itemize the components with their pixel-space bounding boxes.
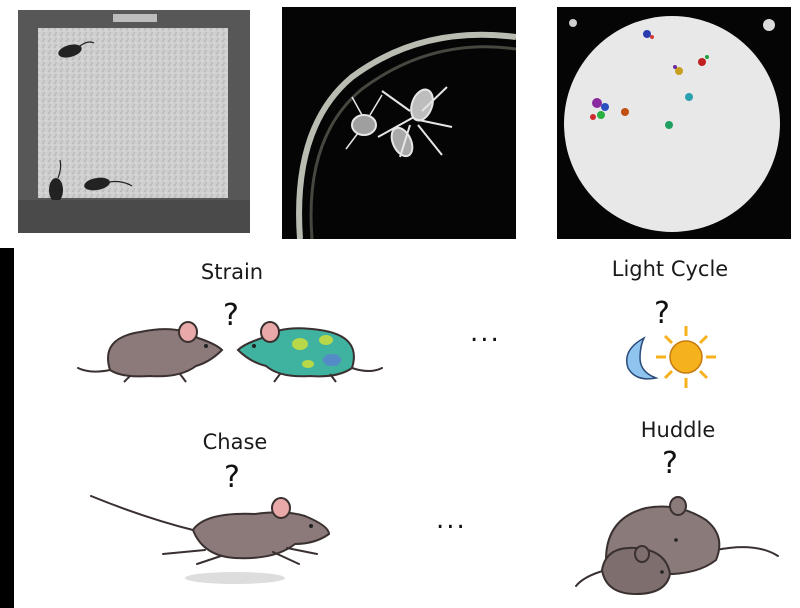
huddle-mice-illustration xyxy=(566,490,786,600)
top-ellipsis: ... xyxy=(470,318,501,348)
chase-label: Chase xyxy=(202,430,268,454)
light-cycle-label: Light Cycle xyxy=(611,257,729,281)
arena-mouse-top xyxy=(58,41,95,58)
strain-question-mark: ? xyxy=(223,298,239,333)
spotted-mouse xyxy=(236,321,383,383)
chase-mouse-illustration xyxy=(85,492,335,587)
bottom-ellipsis: ... xyxy=(436,505,467,535)
photo-petri-tracking xyxy=(557,7,791,239)
brown-mouse xyxy=(77,321,224,383)
left-dark-bar xyxy=(0,248,14,608)
strain-mice-illustration xyxy=(70,318,390,390)
photo-fly-dish xyxy=(282,7,516,239)
huddle-question-mark: ? xyxy=(662,446,678,481)
arena-mouse-bottom-right xyxy=(84,177,133,191)
moon-icon xyxy=(626,336,659,380)
fly-figure xyxy=(345,86,453,158)
strain-label: Strain xyxy=(200,260,264,284)
tracked-fly-markers xyxy=(590,30,709,129)
photo-mouse-arena xyxy=(18,10,250,233)
huddle-label: Huddle xyxy=(640,418,716,442)
chase-question-mark: ? xyxy=(224,460,240,495)
light-cycle-question-mark: ? xyxy=(654,296,670,331)
light-cycle-illustration xyxy=(614,322,724,392)
sun-icon xyxy=(656,326,716,388)
arena-mouse-bottom-left xyxy=(49,159,63,202)
